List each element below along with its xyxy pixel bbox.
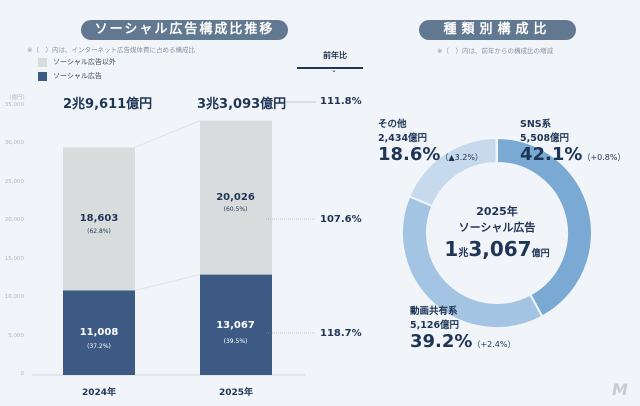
y-tick-label: 35,000	[4, 102, 24, 108]
slice-name: SNS系	[520, 119, 552, 130]
donut-center: 2025年 ソーシャル広告 1兆3,067億円	[427, 203, 567, 261]
chevron-down-icon: ⌄	[331, 66, 337, 74]
legend-swatch	[38, 57, 47, 67]
slice-name: その他	[378, 119, 407, 130]
y-tick-label: 0	[20, 371, 25, 377]
bar-label-share: (39.5%)	[223, 338, 248, 345]
y-tick-label: 5,000	[8, 332, 24, 339]
slice-change: （+2.4%）	[472, 340, 516, 349]
slice-amount: 2,434億円	[378, 133, 428, 144]
bar-segment	[200, 274, 272, 375]
slice-change: （▲3.2%）	[440, 153, 483, 162]
yoy-social: 118.7%	[320, 328, 362, 339]
bar-label-value: 20,026	[216, 192, 255, 203]
center-year: 2025年	[476, 205, 518, 218]
legend-label: ソーシャル広告	[53, 72, 102, 80]
right-note: ※（ ）内は、前年からの構成比の増減	[437, 47, 553, 55]
x-label-2025: 2025年	[218, 388, 254, 398]
y-tick-label: 30,000	[4, 140, 24, 147]
y-tick-label: 25,000	[4, 178, 24, 185]
legend-label: ソーシャル広告以外	[53, 58, 116, 66]
bar-segment	[200, 120, 272, 275]
bar-segment	[63, 147, 135, 291]
yoy-header-rule	[297, 67, 363, 69]
legend-item-social: ソーシャル広告	[38, 71, 102, 81]
connector-line	[134, 274, 201, 291]
left-title: ソーシャル広告構成比推移	[81, 20, 288, 40]
slice-percent: 39.2%	[410, 331, 473, 352]
slice-percent: 18.6%	[378, 144, 441, 165]
yoy-header: 前年比	[323, 51, 347, 60]
bar-label-value: 13,067	[216, 320, 255, 331]
center-value: 3,067	[468, 237, 532, 261]
center-value: 1	[444, 237, 459, 261]
y-tick-label: 20,000	[4, 217, 24, 224]
bar-segment	[63, 290, 135, 375]
left-note: ※（ ）内は、インターネット広告媒体費に占める構成比	[27, 46, 195, 54]
bar-label-share: (62.8%)	[87, 228, 111, 235]
right-title: 種類別構成比	[419, 20, 576, 40]
legend-item-other: ソーシャル広告以外	[38, 57, 116, 67]
yoy-total: 111.8%	[320, 96, 362, 107]
bar-label-share: (37.2%)	[87, 343, 111, 350]
y-tick-label: 10,000	[4, 294, 24, 301]
bar-label-value: 18,603	[79, 213, 119, 224]
total-2024: 2兆9,611億円	[63, 97, 153, 112]
slice-amount: 5,508億円	[520, 133, 570, 144]
bar-label-share: (60.5%)	[223, 206, 248, 213]
slice-label-video: 動画共有系 5,126億円 39.2%（+2.4%）	[410, 303, 515, 352]
legend-swatch	[38, 71, 47, 81]
y-tick-label: 15,000	[4, 255, 24, 262]
slice-label-sns: SNS系 5,508億円 42.1%（+0.8%）	[520, 116, 625, 165]
x-label-2024: 2024年	[81, 388, 117, 398]
slice-percent: 42.1%	[520, 144, 583, 165]
y-unit: （億円）	[6, 95, 29, 101]
donut-slice	[408, 136, 498, 208]
slice-label-other: その他 2,434億円 18.6%（▲3.2%）	[378, 116, 483, 165]
logo: M	[612, 380, 628, 399]
slice-amount: 5,126億円	[410, 320, 460, 331]
bar-label-value: 11,008	[79, 327, 119, 338]
slice-change: （+0.8%）	[582, 153, 626, 162]
center-label: ソーシャル広告	[458, 221, 536, 234]
connector-line	[134, 120, 201, 148]
center-unit: 億円	[531, 249, 550, 259]
yoy-other: 107.6%	[320, 214, 362, 225]
center-unit: 兆	[458, 248, 469, 259]
slice-name: 動画共有系	[410, 306, 458, 317]
total-2025: 3兆3,093億円	[197, 97, 287, 112]
